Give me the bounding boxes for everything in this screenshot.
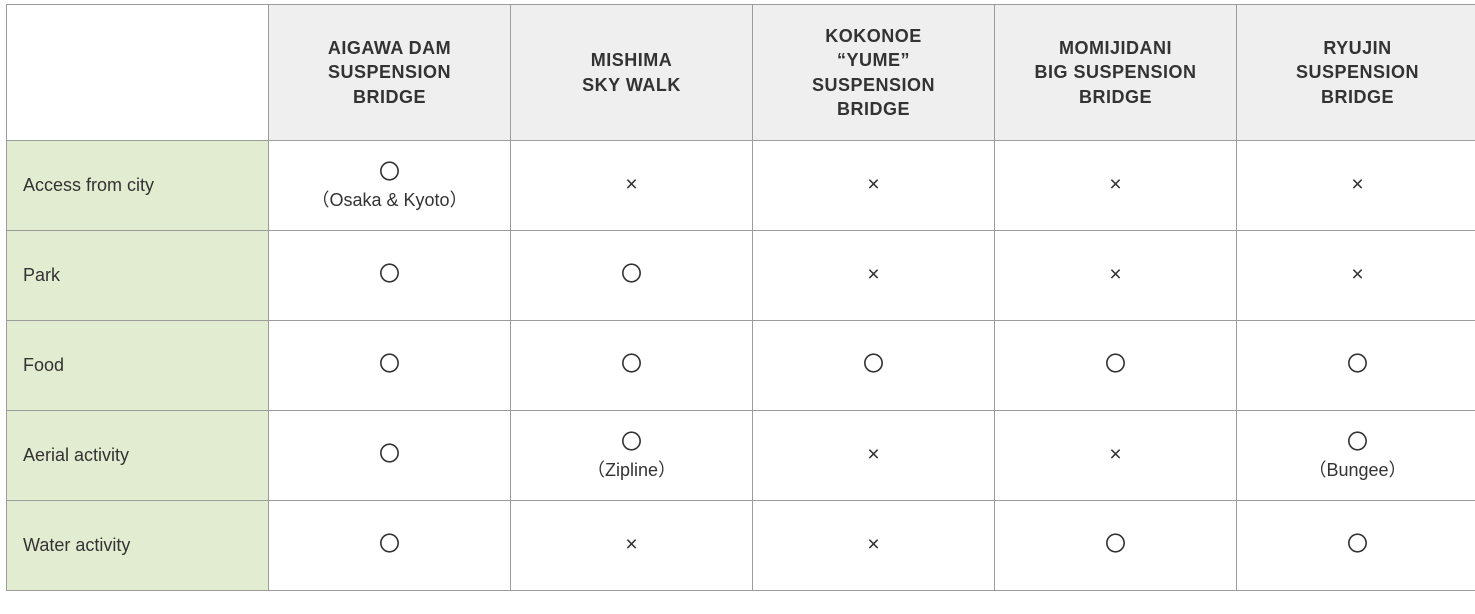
column-header: MOMIJIDANI BIG SUSPENSION BRIDGE: [995, 5, 1237, 141]
column-header-line: BIG SUSPENSION: [1034, 62, 1196, 82]
table-cell: 〇: [511, 321, 753, 411]
column-header-line: SUSPENSION: [812, 75, 935, 95]
row-header: Food: [7, 321, 269, 411]
table-cell: 〇: [995, 321, 1237, 411]
circle-icon: 〇: [379, 261, 400, 289]
column-header: RYUJIN SUSPENSION BRIDGE: [1237, 5, 1475, 141]
cell-note: （Bungee）: [1238, 458, 1475, 482]
table-row: Park 〇 〇 × × ×: [7, 231, 1475, 321]
circle-icon: 〇: [1347, 351, 1368, 379]
cross-icon: ×: [1109, 171, 1121, 199]
column-header-line: SKY WALK: [582, 75, 681, 95]
table-cell: 〇: [269, 231, 511, 321]
circle-icon: 〇: [863, 351, 884, 379]
circle-icon: 〇: [1105, 531, 1126, 559]
circle-icon: 〇: [621, 261, 642, 289]
table-cell: 〇: [511, 231, 753, 321]
table-cell: ×: [753, 501, 995, 591]
cell-note: （Zipline）: [512, 458, 751, 482]
circle-icon: 〇: [379, 159, 400, 187]
column-header: AIGAWA DAM SUSPENSION BRIDGE: [269, 5, 511, 141]
row-header: Access from city: [7, 141, 269, 231]
column-header: KOKONOE “YUME” SUSPENSION BRIDGE: [753, 5, 995, 141]
table-cell: 〇: [753, 321, 995, 411]
row-header: Water activity: [7, 501, 269, 591]
cross-icon: ×: [625, 531, 637, 559]
table-cell: ×: [1237, 231, 1475, 321]
table-row: Aerial activity〇〇（Zipline）××〇（Bungee）: [7, 411, 1475, 501]
column-header-line: RYUJIN: [1323, 38, 1391, 58]
row-header: Aerial activity: [7, 411, 269, 501]
cross-icon: ×: [1109, 441, 1121, 469]
column-header-line: MOMIJIDANI: [1059, 38, 1172, 58]
table-row: Access from city〇（Osaka & Kyoto）××××: [7, 141, 1475, 231]
circle-icon: 〇: [621, 351, 642, 379]
table-cell: 〇: [1237, 321, 1475, 411]
table-cell: 〇: [1237, 501, 1475, 591]
table-cell: ×: [1237, 141, 1475, 231]
column-header-line: SUSPENSION: [1296, 62, 1419, 82]
table-cell: 〇（Bungee）: [1237, 411, 1475, 501]
column-header-line: KOKONOE: [825, 26, 922, 46]
column-header-line: “YUME”: [837, 50, 910, 70]
column-header-line: MISHIMA: [591, 50, 673, 70]
table-row: Food 〇 〇 〇 〇 〇: [7, 321, 1475, 411]
cross-icon: ×: [867, 441, 879, 469]
column-header-line: SUSPENSION: [328, 62, 451, 82]
cross-icon: ×: [867, 531, 879, 559]
circle-icon: 〇: [379, 531, 400, 559]
cell-note: （Osaka & Kyoto）: [270, 188, 509, 212]
circle-icon: 〇: [1347, 429, 1368, 457]
cross-icon: ×: [867, 261, 879, 289]
table-cell: 〇: [269, 411, 511, 501]
table-cell: 〇: [269, 501, 511, 591]
table-cell: 〇: [995, 501, 1237, 591]
table-cell: 〇: [269, 321, 511, 411]
table-cell: ×: [995, 141, 1237, 231]
circle-icon: 〇: [379, 351, 400, 379]
column-header-line: AIGAWA DAM: [328, 38, 451, 58]
table-cell: 〇（Osaka & Kyoto）: [269, 141, 511, 231]
cross-icon: ×: [1351, 171, 1363, 199]
circle-icon: 〇: [1347, 531, 1368, 559]
table-cell: ×: [753, 141, 995, 231]
table-cell: 〇（Zipline）: [511, 411, 753, 501]
table-cell: ×: [995, 411, 1237, 501]
column-header-line: BRIDGE: [837, 99, 910, 119]
table-cell: ×: [511, 501, 753, 591]
column-header-line: BRIDGE: [1079, 87, 1152, 107]
cross-icon: ×: [625, 171, 637, 199]
circle-icon: 〇: [621, 429, 642, 457]
header-blank-cell: [7, 5, 269, 141]
table-cell: ×: [753, 411, 995, 501]
table-row: Water activity 〇 × × 〇 〇: [7, 501, 1475, 591]
table-cell: ×: [753, 231, 995, 321]
column-header-line: BRIDGE: [1321, 87, 1394, 107]
table-cell: ×: [511, 141, 753, 231]
row-header: Park: [7, 231, 269, 321]
cross-icon: ×: [1351, 261, 1363, 289]
cross-icon: ×: [1109, 261, 1121, 289]
column-header-line: BRIDGE: [353, 87, 426, 107]
cross-icon: ×: [867, 171, 879, 199]
table-cell: ×: [995, 231, 1237, 321]
circle-icon: 〇: [379, 441, 400, 469]
circle-icon: 〇: [1105, 351, 1126, 379]
column-header: MISHIMA SKY WALK: [511, 5, 753, 141]
comparison-table: AIGAWA DAM SUSPENSION BRIDGE MISHIMA SKY WAL…: [6, 4, 1475, 591]
table-header-row: AIGAWA DAM SUSPENSION BRIDGE MISHIMA SKY WAL…: [7, 5, 1475, 141]
